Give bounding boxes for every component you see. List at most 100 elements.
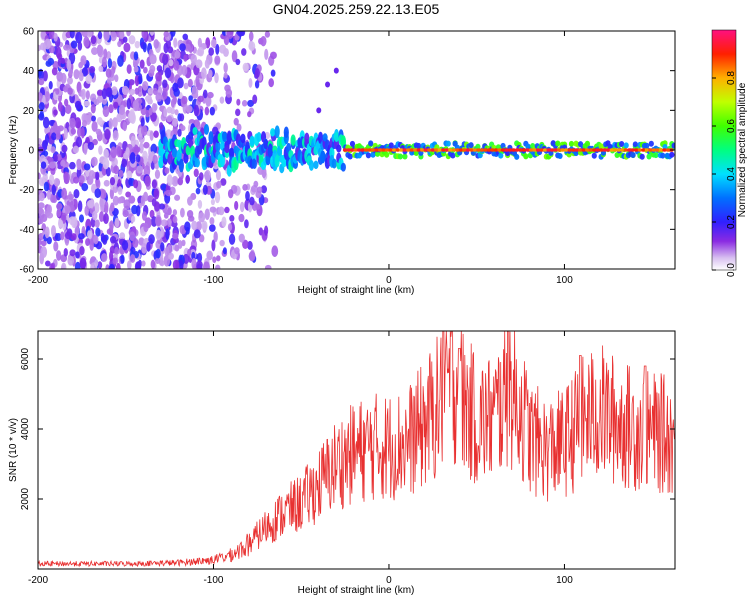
spectrogram-noise-blob	[109, 250, 114, 262]
spectrogram-core-blob	[416, 148, 421, 152]
spectrogram-noise-blob	[40, 31, 47, 40]
spectrogram-noise-blob	[233, 117, 239, 126]
spectrogram-noise-blob	[153, 103, 158, 112]
spectrogram-noise-blob	[125, 147, 130, 156]
spectrogram-noise-blob	[83, 142, 89, 150]
spectrogram-noise-blob	[64, 104, 72, 115]
spectrogram-noise-blob	[163, 31, 170, 38]
spectrogram-noise-blob	[72, 145, 79, 154]
spectrogram-noise-blob	[38, 92, 43, 101]
spectrogram-noise-blob	[248, 31, 254, 42]
spectrogram-signal-blob	[208, 131, 214, 145]
spectrogram-noise-blob	[138, 142, 144, 154]
spectrogram-signal-blob	[584, 140, 591, 147]
spectrogram-core-blob	[385, 148, 390, 152]
spectrogram-signal-blob	[632, 141, 638, 148]
spectrogram-core-blob	[511, 148, 516, 152]
spectrogram-core-blob	[641, 148, 646, 152]
spectrogram-noise-blob	[78, 72, 84, 82]
spectrogram-signal-blob	[384, 151, 390, 158]
spectrogram-core-blob	[430, 148, 436, 152]
spectrogram-signal-blob	[274, 125, 280, 139]
spectrogram-chirp-blob	[325, 81, 331, 88]
spectrogram-noise-blob	[80, 126, 85, 139]
spectrogram-signal-blob	[215, 141, 221, 152]
spectrogram-noise-blob	[80, 55, 87, 66]
spectrogram-signal-blob	[228, 147, 235, 158]
spectrogram-noise-blob	[242, 62, 249, 72]
spectrogram-noise-blob	[68, 193, 75, 200]
spectrogram-core-blob	[525, 148, 530, 152]
spectrogram-noise-blob	[147, 152, 153, 164]
spectrogram-noise-blob	[132, 57, 139, 68]
x-tick-label: 0	[386, 275, 392, 286]
spectrogram-noise-blob	[57, 101, 63, 112]
spectrogram-core-blob	[451, 148, 457, 152]
spectrogram-noise-blob	[54, 125, 61, 135]
spectrogram-noise-blob	[95, 171, 100, 181]
spectrogram-signal-blob	[340, 135, 346, 148]
spectrogram-noise-blob	[141, 260, 146, 267]
spectrogram-core-blob	[637, 148, 643, 152]
spectrogram-noise-blob	[187, 78, 193, 88]
spectrogram-noise-blob	[40, 246, 48, 258]
spectrogram-signal-blob	[240, 133, 246, 144]
spectrogram-noise-blob	[104, 201, 109, 211]
spectrogram-noise-blob	[110, 202, 115, 212]
spectrogram-noise-blob	[149, 31, 155, 36]
spectrogram-noise-blob	[87, 230, 92, 239]
spectrogram-noise-blob	[215, 43, 220, 55]
spectrogram-noise-blob	[90, 103, 96, 114]
spectrogram-noise-blob	[197, 95, 204, 103]
spectrogram-noise-blob	[211, 239, 216, 252]
spectrogram-noise-blob	[105, 68, 112, 78]
spectrogram-noise-blob	[195, 187, 201, 195]
spectrogram-noise-blob	[207, 91, 214, 99]
spectrogram-core-blob	[567, 148, 572, 152]
spectrogram-noise-blob	[204, 169, 211, 182]
spectrogram-noise-blob	[118, 104, 126, 116]
spectrogram-noise-blob	[214, 191, 221, 204]
spectrogram-signal-blob	[192, 127, 198, 136]
spectrogram-noise-blob	[158, 203, 166, 210]
spectrogram-noise-blob	[44, 260, 51, 267]
spectrogram-noise-blob	[136, 165, 144, 174]
spectrogram-noise-blob	[114, 74, 119, 83]
spectrogram-noise-blob	[75, 136, 83, 148]
spectrogram-noise-blob	[63, 85, 69, 93]
spectrogram-noise-blob	[217, 206, 225, 216]
spectrogram-noise-blob	[154, 257, 161, 265]
spectrogram-noise-blob	[173, 37, 178, 48]
spectrogram-noise-blob	[140, 117, 145, 127]
spectrogram-signal-blob	[183, 152, 189, 164]
spectrogram-noise-blob	[172, 259, 180, 269]
spectrogram-noise-blob	[202, 89, 208, 99]
spectrogram-noise-blob	[87, 199, 95, 208]
spectrogram-noise-blob	[61, 262, 67, 269]
spectrogram-core-blob	[623, 148, 629, 152]
spectrogram-noise-blob	[142, 80, 149, 91]
spectrogram-chirp-blob	[333, 67, 339, 74]
spectrogram-noise-blob	[183, 82, 189, 90]
spectrogram-noise-blob	[74, 226, 80, 236]
spectrogram-noise-blob	[141, 211, 147, 221]
spectrogram-core-blob	[490, 148, 495, 152]
spectrogram-noise-blob	[155, 92, 163, 102]
spectrogram-noise-blob	[135, 154, 141, 163]
spectrogram-noise-blob	[148, 107, 153, 116]
spectrogram-noise-blob	[115, 262, 121, 269]
snr-panel: -200 -100 0 100 2000 4000 6000 Height of stra…	[8, 330, 676, 596]
spectrogram-core-blob	[486, 148, 492, 152]
spectrogram-noise-blob	[74, 261, 81, 269]
snr-plot-area	[38, 331, 675, 568]
spectrogram-noise-blob	[99, 198, 104, 208]
spectrogram-noise-blob	[79, 214, 85, 223]
spectrogram-core-blob	[458, 148, 464, 152]
spectrogram-signal-blob	[555, 140, 561, 147]
spectrogram-noise-blob	[219, 96, 225, 104]
spectrogram-noise-blob	[223, 34, 230, 46]
spectrogram-core-blob	[437, 148, 443, 152]
spectrogram-noise-blob	[247, 240, 253, 250]
spectrogram-noise-blob	[153, 201, 161, 212]
y-tick-label: -60	[20, 265, 35, 276]
